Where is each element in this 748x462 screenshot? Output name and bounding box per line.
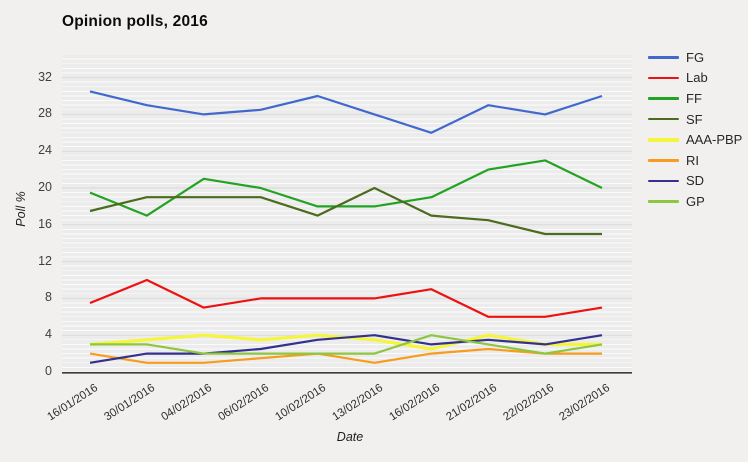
legend-line-swatch (648, 117, 679, 121)
legend-label: FG (686, 49, 705, 65)
legend-line-swatch (648, 179, 679, 183)
legend-label: GP (686, 193, 705, 209)
legend-line-swatch (648, 200, 679, 203)
y-tick-label: 8 (45, 290, 52, 305)
plot-area-background (62, 55, 632, 373)
legend-label: FF (686, 90, 702, 106)
legend-label: AAA-PBP (686, 132, 743, 148)
legend-label: SF (686, 111, 703, 127)
legend-label: SD (686, 173, 705, 189)
legend-line-swatch (648, 97, 679, 100)
legend-item-FG: FG (648, 47, 748, 68)
legend-line-swatch (648, 76, 679, 80)
legend-line-swatch (648, 137, 679, 142)
y-tick-label: 12 (38, 253, 52, 268)
y-tick-label: 20 (38, 180, 52, 194)
series-line-Lab (89, 278, 603, 318)
legend-line-swatch (648, 158, 679, 162)
series-line-SD (89, 334, 603, 364)
y-tick-label: 24 (38, 143, 52, 158)
x-axis-title: Date (336, 430, 364, 444)
series-line-FG (89, 90, 603, 134)
y-tick-label: 32 (38, 69, 52, 84)
legend-item-RI: RI (648, 150, 748, 171)
series-line-GP (90, 334, 603, 355)
legend-item-GP: GP (648, 191, 748, 212)
legend-item-SF: SF (648, 109, 748, 130)
y-tick-label: 4 (45, 327, 52, 342)
y-axis-title: Poll % (14, 191, 28, 227)
legend-label: RI (686, 152, 699, 168)
y-tick-label: 16 (38, 216, 52, 231)
legend-label: Lab (686, 70, 708, 86)
y-tick-label: 0 (45, 364, 52, 378)
legend-line-swatch (648, 55, 679, 59)
chart-title: Opinion polls, 2016 (62, 13, 208, 30)
legend: FG Lab FF SF AAA-PBP RI SD GP (648, 47, 748, 212)
series-line-SF (89, 186, 603, 236)
legend-item-AAA-PBP: AAA-PBP (648, 129, 748, 150)
y-tick-label: 28 (38, 106, 52, 121)
legend-item-SD: SD (648, 171, 748, 192)
legend-item-FF: FF (648, 88, 748, 109)
series-line-RI (89, 347, 603, 364)
legend-item-Lab: Lab (648, 68, 748, 89)
